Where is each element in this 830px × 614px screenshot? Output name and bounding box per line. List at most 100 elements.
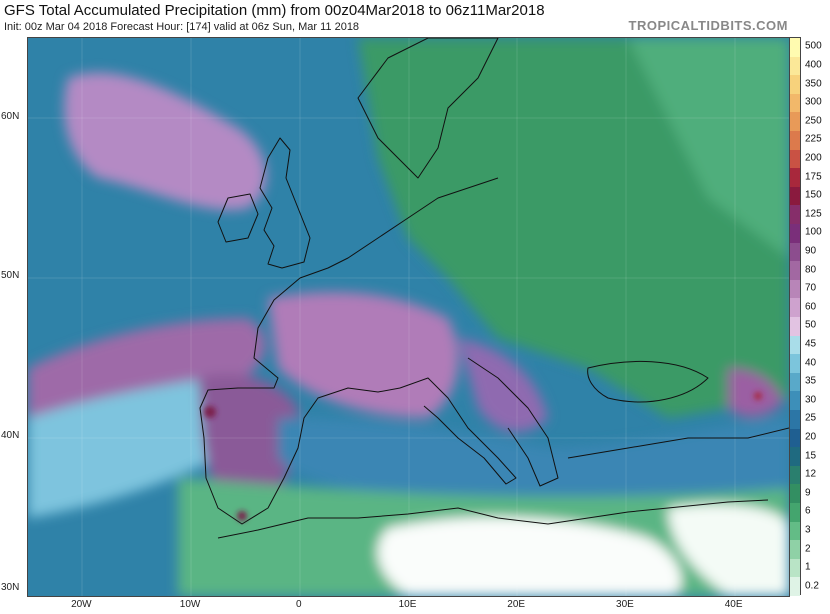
colorbar-label: 200 [805, 152, 822, 164]
latitude-axis: 60N 50N 40N 30N [0, 37, 27, 595]
coastlines [199, 38, 789, 539]
colorbar-segment [790, 503, 800, 523]
colorbar-label: 60 [805, 301, 817, 313]
colorbar-segment [790, 317, 800, 337]
colorbar-segment [790, 465, 800, 485]
colorbar-segment [790, 149, 800, 169]
colorbar-label: 125 [805, 208, 822, 220]
colorbar-label: 50 [805, 319, 817, 331]
colorbar-segment [790, 484, 800, 504]
colorbar-label: 400 [805, 59, 822, 71]
header: GFS Total Accumulated Precipitation (mm)… [0, 0, 830, 36]
lon-label: 20W [71, 599, 92, 610]
colorbar-label: 9 [805, 487, 811, 499]
lon-label: 10W [179, 599, 201, 610]
coast-france-iberia [199, 277, 401, 525]
coast-scandinavia [357, 38, 499, 179]
field-portugal-max [204, 406, 216, 418]
field-russia-light [628, 38, 789, 258]
field-iberia-south-max [237, 511, 247, 521]
colorbar-label: 350 [805, 78, 822, 89]
colorbar-label: 6 [805, 505, 811, 517]
colorbar-label: 500 [805, 40, 822, 52]
coast-great-britain [259, 137, 311, 269]
lon-label: 30E [616, 599, 634, 610]
lon-label: 10E [398, 599, 417, 610]
field-france-purple [268, 292, 459, 418]
colorbar-label: 250 [805, 115, 822, 127]
colorbar-label: 300 [805, 96, 822, 108]
colorbar-label: 225 [805, 133, 822, 145]
colorbar-label: 40 [805, 357, 817, 368]
colorbar-label: 2 [805, 543, 811, 554]
colorbar-segment [790, 447, 800, 467]
colorbar-segment [790, 428, 800, 448]
coast-turkey [567, 427, 789, 459]
coast-europe-west [299, 177, 499, 279]
colorbar-label: 3 [805, 524, 811, 536]
colorbar-segment [790, 112, 800, 132]
colorbar-label: 35 [805, 375, 817, 387]
colorbar-label: 20 [805, 431, 817, 443]
precipitation-map [27, 37, 790, 597]
colorbar-label: 15 [805, 450, 817, 461]
field-caucasus-purple [728, 368, 783, 418]
colorbar-segment [790, 242, 800, 262]
field-atlantic-purple [64, 72, 267, 211]
colorbar-segment [790, 298, 800, 318]
colorbar-segment [790, 558, 800, 578]
coast-north-africa [217, 499, 769, 539]
colorbar-segment [790, 75, 800, 95]
colorbar-segment [790, 335, 800, 355]
colorbar-segment [790, 372, 800, 392]
colorbar-segment [790, 38, 800, 58]
field-sahara-white-east [668, 504, 789, 596]
lon-label: 0 [296, 599, 302, 610]
colorbar-label: 25 [805, 412, 817, 424]
field-balkans [458, 338, 548, 432]
longitude-axis: 20W 10W 0 10E 20E 30E 40E [27, 596, 788, 614]
graticule [28, 38, 789, 596]
colorbar-segment [790, 224, 800, 244]
coast-italy [399, 377, 517, 485]
colorbar-label: 0.2 [805, 580, 819, 592]
colorbar-label: 12 [805, 468, 817, 480]
precipitation-colorbar [789, 37, 801, 597]
colorbar-label: 30 [805, 394, 817, 406]
field-caucasus-max [754, 392, 762, 400]
colorbar-segment [790, 261, 800, 281]
field-sahara-white [377, 517, 682, 596]
field-atlantic-band-light [28, 378, 218, 518]
lon-label: 20E [507, 599, 526, 610]
coast-balkans-greece [467, 357, 559, 487]
colorbar-segment [790, 521, 800, 541]
source-credit: TROPICALTIDBITS.COM [628, 18, 788, 33]
colorbar-label: 70 [805, 282, 817, 294]
colorbar-labels: 500 400 350 300 250 225 200 175 150 125 100 90 80 70 6… [803, 37, 830, 595]
colorbar-segment [790, 540, 800, 560]
colorbar-segment [790, 279, 800, 299]
colorbar-label: 80 [805, 264, 817, 275]
lat-label: 50N [1, 270, 20, 282]
colorbar-label: 150 [805, 189, 822, 201]
colorbar-label: 175 [805, 171, 822, 182]
colorbar-segment [790, 56, 800, 76]
colorbar-segment [790, 168, 800, 188]
map-subtitle: Init: 00z Mar 04 2018 Forecast Hour: [17… [4, 21, 360, 33]
colorbar-segment [790, 410, 800, 430]
colorbar-segment [790, 391, 800, 411]
colorbar-segment [790, 93, 800, 113]
colorbar-segment [790, 354, 800, 374]
colorbar-label: 1 [805, 561, 811, 573]
colorbar-segment [790, 186, 800, 206]
coast-black-sea [587, 360, 709, 403]
lat-label: 60N [1, 110, 20, 122]
colorbar-segment [790, 577, 800, 597]
coast-ireland [217, 193, 259, 243]
field-mediterranean [278, 418, 789, 506]
map-title: GFS Total Accumulated Precipitation (mm)… [4, 2, 545, 19]
colorbar-segment [790, 131, 800, 151]
lat-label: 30N [1, 582, 20, 593]
lat-label: 40N [1, 429, 20, 441]
colorbar-segment [790, 205, 800, 225]
